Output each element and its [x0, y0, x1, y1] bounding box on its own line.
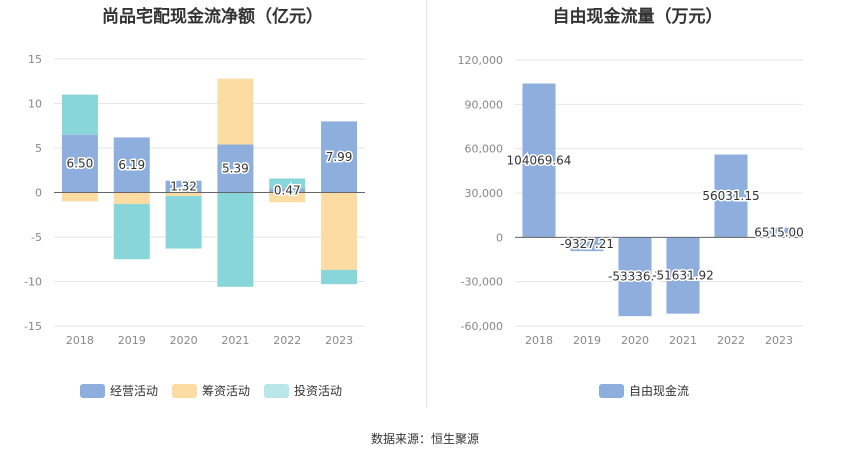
bar	[714, 154, 748, 238]
x-tick-label: 2020	[170, 334, 198, 347]
x-tick-label: 2019	[118, 334, 146, 347]
legend-label: 经营活动	[110, 384, 159, 398]
data-label: 56031.15	[702, 189, 759, 203]
data-label: 6.19	[118, 158, 145, 172]
right-legend: 自由现金流	[599, 382, 703, 399]
x-tick-label: 2023	[765, 334, 793, 347]
panel-divider	[426, 0, 427, 408]
bar	[321, 192, 358, 270]
x-tick-label: 2022	[273, 334, 301, 347]
data-label: -53336.7	[608, 270, 662, 284]
bar	[269, 178, 306, 189]
y-tick-label: 0	[496, 231, 503, 244]
y-tick-label: 0	[35, 187, 42, 200]
bar	[217, 78, 254, 145]
data-label: 5.39	[222, 162, 249, 176]
bar	[618, 237, 652, 317]
data-label: -51631.92	[652, 268, 714, 282]
y-tick-label: 15	[28, 53, 42, 66]
data-label: 0.47	[274, 183, 301, 197]
x-tick-label: 2019	[573, 334, 601, 347]
data-label: 7.99	[326, 150, 353, 164]
x-tick-label: 2020	[621, 334, 649, 347]
data-label: 104069.64	[507, 153, 572, 167]
x-tick-label: 2023	[325, 334, 353, 347]
data-label: -9327.21	[560, 237, 614, 251]
y-tick-label: 30,000	[465, 187, 504, 200]
legend-label: 投资活动	[294, 384, 343, 398]
legend-swatch	[172, 383, 198, 398]
x-tick-label: 2022	[717, 334, 745, 347]
bar	[269, 192, 306, 203]
y-tick-label: -15	[24, 320, 42, 333]
legend-item-investing[interactable]: 投资活动	[264, 382, 342, 399]
bar	[61, 94, 98, 135]
bar	[269, 188, 306, 193]
y-tick-label: 60,000	[465, 143, 504, 156]
right-chart-title: 自由现金流量（万元）	[552, 7, 723, 27]
data-label: 6515.00	[754, 226, 804, 240]
bar	[165, 192, 202, 197]
bar	[113, 137, 150, 193]
data-source: 数据来源：恒生聚源	[370, 432, 479, 446]
data-label: 6.50	[67, 157, 94, 171]
bar	[570, 237, 604, 252]
x-tick-label: 2018	[66, 334, 94, 347]
bar	[321, 269, 358, 285]
bar	[113, 192, 150, 205]
bar	[217, 192, 254, 287]
data-label: 1.32	[170, 180, 197, 194]
bar	[61, 192, 98, 202]
left-chart-title: 尚品宅配现金流净额（亿元）	[102, 7, 323, 27]
bar	[321, 121, 358, 193]
bar	[113, 204, 150, 260]
y-tick-label: 10	[28, 98, 42, 111]
bar	[61, 134, 98, 193]
bar	[762, 227, 796, 238]
y-tick-label: -30,000	[461, 276, 503, 289]
y-tick-label: -5	[31, 231, 42, 244]
bar	[165, 180, 202, 193]
right-chart: 120,000 90,000 60,000 30,000 0 -30,000 -60,000…	[458, 54, 806, 347]
x-tick-label: 2021	[221, 334, 249, 347]
bar	[165, 196, 202, 249]
legend-swatch	[80, 383, 105, 398]
bar	[522, 83, 556, 238]
y-tick-label: -60,000	[461, 320, 503, 333]
bar	[217, 144, 254, 193]
y-tick-label: 120,000	[458, 54, 504, 67]
legend-item-free-cash-flow[interactable]: 自由现金流	[599, 382, 689, 399]
bar	[666, 237, 700, 314]
left-chart: 15 10 5 0 -5 -10 -15 2018 2019 2020 2021 2022 2023 6.…	[24, 53, 365, 347]
legend-item-operating[interactable]: 经营活动	[80, 382, 158, 399]
legend-swatch	[599, 383, 624, 398]
x-tick-label: 2021	[669, 334, 697, 347]
legend-item-financing[interactable]: 筹资活动	[172, 382, 250, 399]
legend-swatch	[264, 383, 290, 398]
y-tick-label: -10	[24, 276, 42, 289]
y-tick-label: 5	[35, 142, 42, 155]
legend-label: 自由现金流	[629, 384, 690, 398]
legend-label: 筹资活动	[202, 384, 251, 398]
x-tick-label: 2018	[525, 334, 553, 347]
left-legend: 经营活动 筹资活动 投资活动	[80, 382, 356, 399]
y-tick-label: 90,000	[465, 98, 504, 111]
